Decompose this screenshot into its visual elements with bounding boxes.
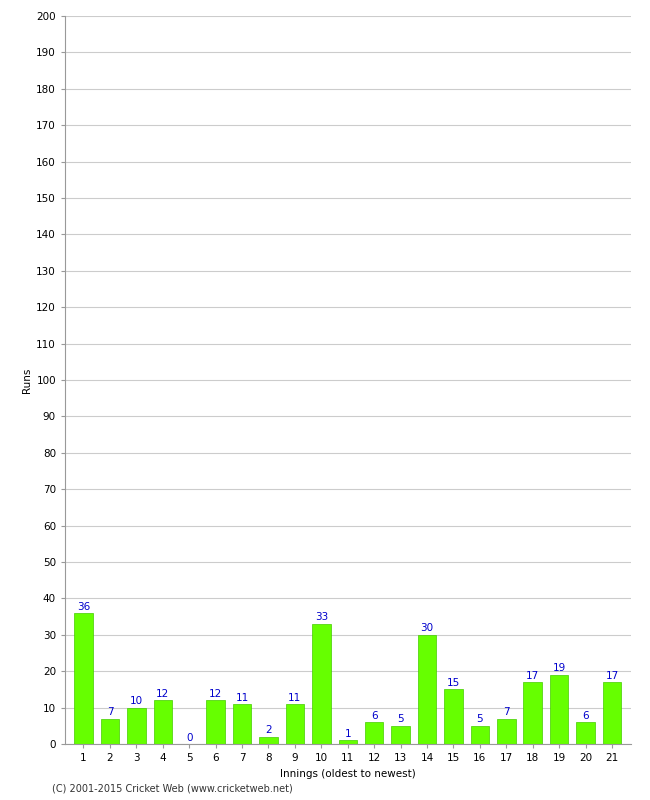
Bar [444,690,463,744]
Text: 17: 17 [526,670,540,681]
Text: 11: 11 [235,693,249,702]
Text: (C) 2001-2015 Cricket Web (www.cricketweb.net): (C) 2001-2015 Cricket Web (www.cricketwe… [52,784,292,794]
Text: 1: 1 [344,729,351,739]
Text: 11: 11 [288,693,302,702]
Y-axis label: Runs: Runs [22,367,32,393]
Bar [233,704,252,744]
Text: 7: 7 [107,707,113,717]
Text: 33: 33 [315,613,328,622]
Bar [523,682,542,744]
Text: 36: 36 [77,602,90,611]
Bar [365,722,384,744]
Text: 19: 19 [552,663,566,674]
Bar [259,737,278,744]
Text: 17: 17 [605,670,619,681]
Bar [418,634,436,744]
Bar [577,722,595,744]
Bar [153,700,172,744]
Text: 12: 12 [156,689,170,699]
Bar [339,740,357,744]
Bar [74,613,93,744]
Text: 5: 5 [397,714,404,724]
Text: 5: 5 [476,714,483,724]
Text: 15: 15 [447,678,460,688]
Bar [207,700,225,744]
X-axis label: Innings (oldest to newest): Innings (oldest to newest) [280,769,415,778]
Text: 0: 0 [186,733,192,742]
Bar [127,707,146,744]
Text: 12: 12 [209,689,222,699]
Bar [550,675,568,744]
Text: 30: 30 [421,623,434,634]
Bar [101,718,119,744]
Bar [391,726,410,744]
Text: 7: 7 [503,707,510,717]
Bar [285,704,304,744]
Text: 6: 6 [582,710,589,721]
Text: 6: 6 [371,710,378,721]
Bar [603,682,621,744]
Text: 10: 10 [130,696,143,706]
Text: 2: 2 [265,726,272,735]
Bar [312,624,331,744]
Bar [471,726,489,744]
Bar [497,718,515,744]
